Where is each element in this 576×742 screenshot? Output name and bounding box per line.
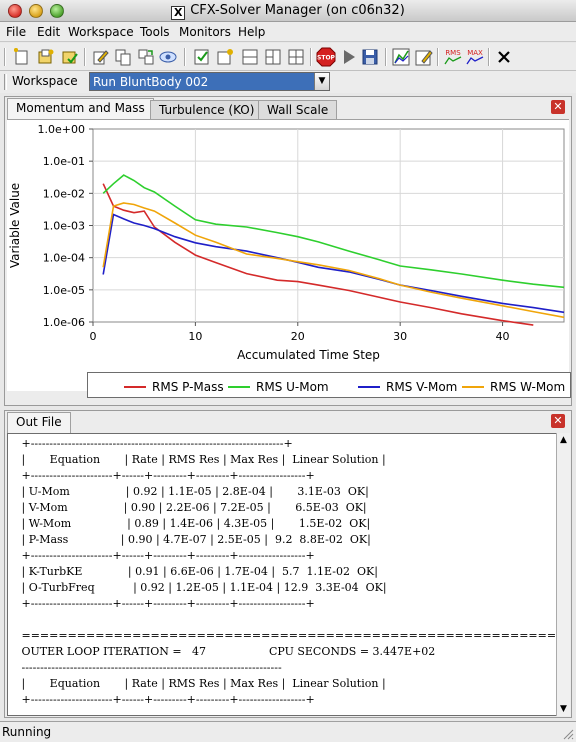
play-icon[interactable]	[339, 47, 359, 67]
resize-grip-icon[interactable]	[562, 728, 574, 740]
tab-turbulence[interactable]: Turbulence (KO)	[150, 100, 264, 119]
tab-momentum-and-mass[interactable]: Momentum and Mass	[7, 98, 154, 119]
x-tick-label: 40	[496, 330, 510, 343]
minimize-window-button[interactable]	[29, 4, 43, 18]
workspace-row: Workspace Run BluntBody 002 ▼	[0, 71, 576, 93]
y-tick-label: 1.0e-02	[43, 187, 85, 200]
menu-tools[interactable]: Tools	[140, 25, 170, 39]
outfile-panel: Out File ✕ +----------------------------…	[4, 410, 572, 718]
close-panel-icon[interactable]: ✕	[551, 100, 565, 114]
scroll-up-icon[interactable]: ▲	[560, 435, 567, 445]
residual-chart: 1.0e+00 1.0e-01 1.0e-02 1.0e-03 1.0e-04 1.0e-…	[8, 123, 565, 362]
window-title: CFX-Solver Manager (on c06n32)	[190, 3, 405, 18]
x-axis-label: Accumulated Time Step	[237, 348, 380, 362]
status-text: Running	[2, 725, 52, 739]
workspace-grip	[4, 74, 7, 90]
menu-bar: File Edit Workspace Tools Monitors Help	[0, 22, 576, 42]
x-tick-label: 0	[90, 330, 97, 343]
x-tick-label: 10	[188, 330, 202, 343]
workspace-select[interactable]: Run BluntBody 002 ▼	[89, 72, 330, 91]
layout-1-icon[interactable]	[240, 47, 260, 67]
vertical-scrollbar[interactable]: ▲ ▼	[556, 433, 570, 716]
svg-text:STOP: STOP	[317, 55, 336, 62]
max-icon-label: MAX	[467, 49, 483, 57]
view-icon[interactable]	[158, 47, 178, 67]
scroll-down-icon[interactable]: ▼	[560, 704, 567, 714]
legend-svg: RMS P-Mass RMS U-Mom RMS V-Mom RMS W-Mom	[124, 380, 565, 394]
menu-workspace[interactable]: Workspace	[68, 25, 134, 39]
menu-help[interactable]: Help	[238, 25, 266, 39]
toolbar: STOP RMS MAX	[0, 43, 576, 71]
y-tick-label: 1.0e-01	[43, 155, 85, 168]
open-results-icon[interactable]	[36, 47, 56, 67]
y-tick-label: 1.0e-04	[43, 252, 85, 265]
rms-icon-label: RMS	[445, 49, 461, 57]
series-line-rms-u-mom	[102, 174, 565, 289]
outfile-content: +---------------------------------------…	[21, 437, 557, 706]
tab-wall-scale[interactable]: Wall Scale	[258, 100, 338, 119]
close-outfile-icon[interactable]: ✕	[551, 414, 565, 428]
copy-icon[interactable]	[113, 47, 133, 67]
menu-edit[interactable]: Edit	[37, 25, 61, 39]
close-icon[interactable]	[494, 47, 514, 67]
legend-label: RMS W-Mom	[490, 380, 565, 394]
monitor-plot-icon[interactable]	[391, 47, 411, 67]
new-workspace-icon[interactable]	[215, 47, 235, 67]
outfile-text[interactable]: +---------------------------------------…	[7, 433, 558, 716]
y-axis-label: Variable Value	[8, 183, 22, 268]
save-icon[interactable]	[360, 47, 380, 67]
chart-legend: RMS P-Mass RMS U-Mom RMS V-Mom RMS W-Mom	[87, 372, 571, 398]
toolbar-grip	[4, 48, 6, 66]
stop-icon[interactable]: STOP	[316, 47, 336, 67]
y-tick-label: 1.0e-03	[43, 220, 85, 233]
monitor-panel: Momentum and Mass Turbulence (KO) Wall S…	[4, 96, 572, 406]
chevron-down-icon[interactable]: ▼	[314, 73, 329, 90]
status-bar: Running	[0, 721, 576, 742]
save-results-icon[interactable]	[60, 47, 80, 67]
x11-app-icon: X	[171, 6, 186, 20]
tab-out-file[interactable]: Out File	[7, 412, 71, 433]
legend-label: RMS V-Mom	[386, 380, 457, 394]
y-tick-label: 1.0e+00	[38, 123, 85, 136]
y-tick-label: 1.0e-05	[43, 284, 85, 297]
menu-monitors[interactable]: Monitors	[179, 25, 231, 39]
x-tick-label: 20	[291, 330, 305, 343]
y-tick-label: 1.0e-06	[43, 316, 85, 329]
workspace-selected-value: Run BluntBody 002	[93, 75, 209, 89]
edit-icon[interactable]	[90, 47, 110, 67]
legend-label: RMS U-Mom	[256, 380, 329, 394]
title-bar: X CFX-Solver Manager (on c06n32)	[0, 0, 576, 22]
zoom-window-button[interactable]	[50, 4, 64, 18]
rms-icon[interactable]: RMS	[443, 47, 463, 67]
close-window-button[interactable]	[8, 4, 22, 18]
layout-3-icon[interactable]	[286, 47, 306, 67]
monitor-edit-icon[interactable]	[414, 47, 434, 67]
series-line-rms-p-mass	[102, 183, 534, 326]
series-line-rms-w-mom	[102, 202, 565, 319]
merge-icon[interactable]	[136, 47, 156, 67]
workspace-label: Workspace	[12, 74, 78, 88]
layout-2-icon[interactable]	[263, 47, 283, 67]
max-icon[interactable]: MAX	[465, 47, 485, 67]
new-run-icon[interactable]	[12, 47, 32, 67]
workspace-props-icon[interactable]	[192, 47, 212, 67]
x-tick-label: 30	[393, 330, 407, 343]
menu-file[interactable]: File	[6, 25, 27, 39]
chart-area: 1.0e+00 1.0e-01 1.0e-02 1.0e-03 1.0e-04 1.0e-…	[7, 119, 569, 391]
legend-label: RMS P-Mass	[152, 380, 224, 394]
